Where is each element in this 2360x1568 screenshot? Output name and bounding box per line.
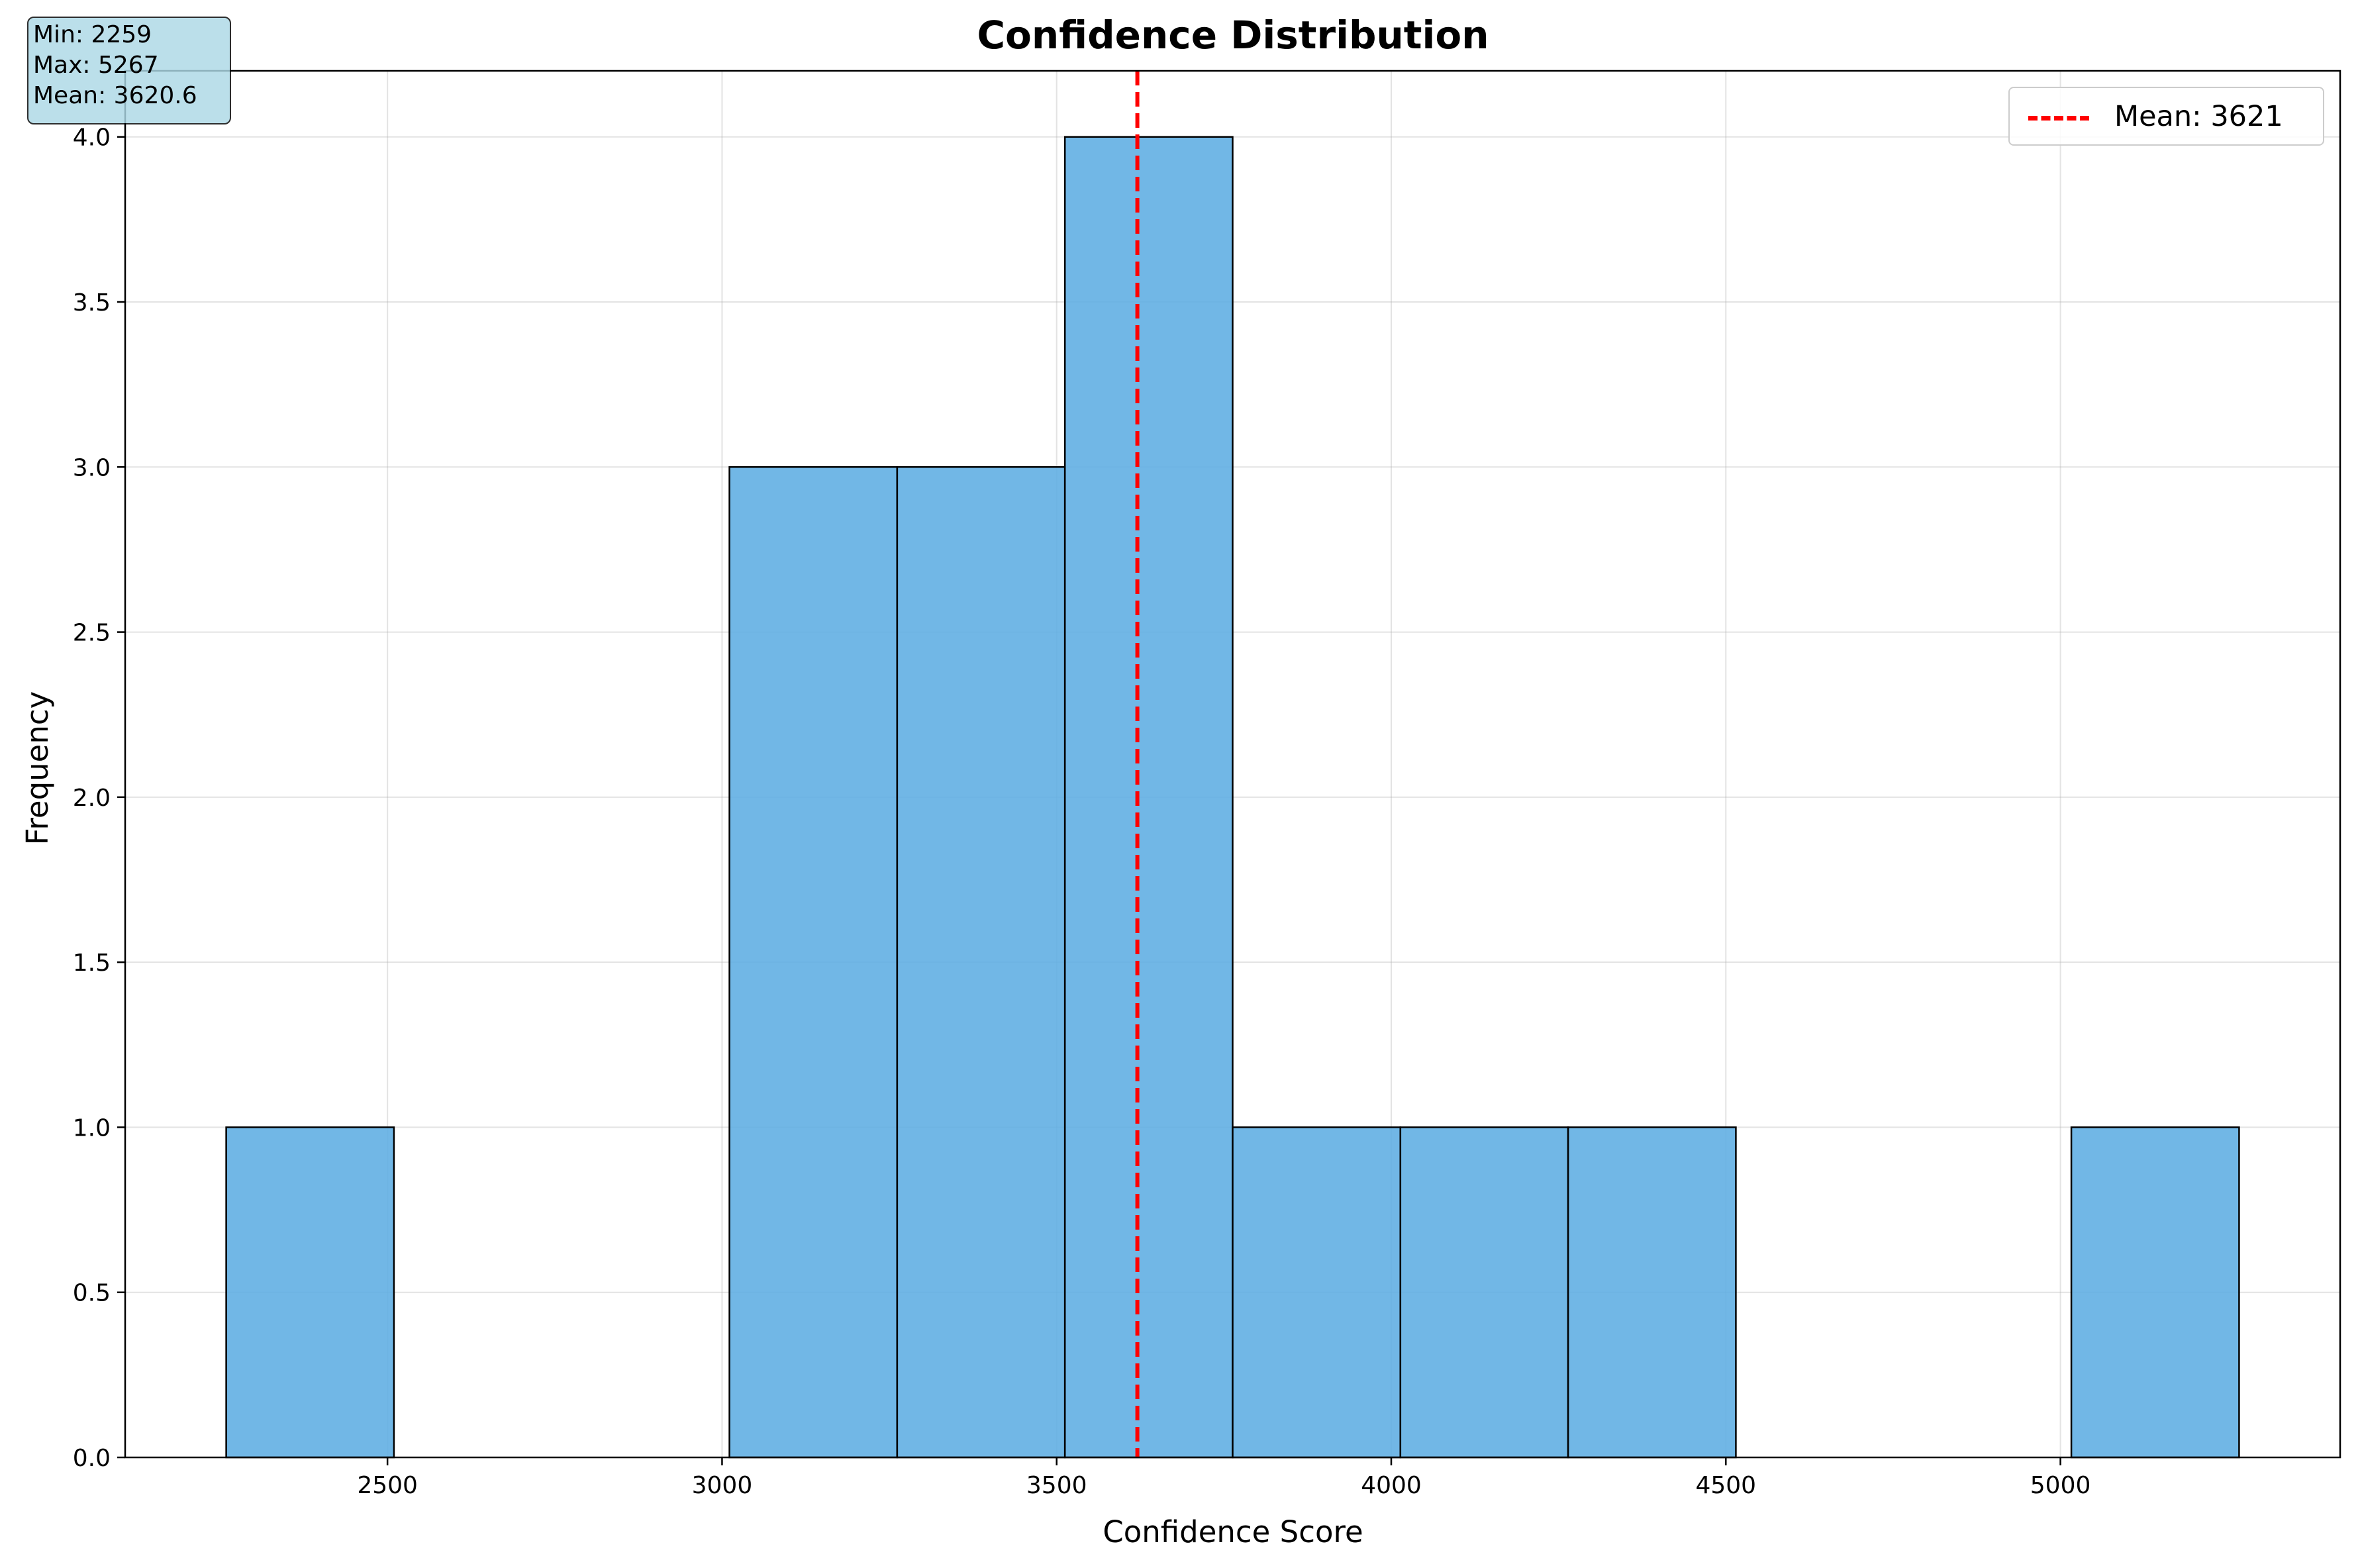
- histogram-bar-8: [1567, 1126, 1737, 1459]
- x-tick-label-4: 4500: [1695, 1472, 1756, 1499]
- y-tick-label-0: 0.0: [73, 1445, 111, 1472]
- legend: Mean: 3621: [2008, 87, 2324, 146]
- x-tick-label-3: 4000: [1361, 1472, 1422, 1499]
- legend-mean-line-swatch: [2028, 116, 2089, 121]
- plot-area-frame: [124, 70, 2341, 1459]
- y-tick-label-5: 2.5: [73, 620, 111, 647]
- x-tick-label-0: 2500: [357, 1472, 418, 1499]
- histogram-bar-6: [1232, 1126, 1402, 1459]
- y-tick-label-7: 3.5: [73, 289, 111, 317]
- y-axis-label: Frequency: [20, 691, 55, 845]
- legend-mean-label: Mean: 3621: [2114, 100, 2283, 133]
- x-axis-ticks: 2500 3000 3500 4000 4500 5000: [357, 1457, 2090, 1499]
- x-axis-label: Confidence Score: [1103, 1514, 1363, 1549]
- y-axis-ticks: 0.0 0.5 1.0 1.5 2.0 2.5 3.0 3.5 4.0: [73, 124, 125, 1472]
- histogram-bar-7: [1399, 1126, 1569, 1459]
- x-tick-label-2: 3500: [1026, 1472, 1087, 1499]
- x-tick-label-5: 5000: [2030, 1472, 2091, 1499]
- stats-box: [27, 17, 231, 124]
- chart-title: Confidence Distribution: [977, 13, 1489, 58]
- histogram-bar-3: [728, 466, 899, 1459]
- histogram-bar-5: [1063, 136, 1234, 1459]
- y-tick-label-1: 0.5: [73, 1280, 111, 1307]
- y-tick-label-8: 4.0: [73, 124, 111, 152]
- stats-max: Max: 5267: [33, 52, 159, 79]
- histogram-bars: [225, 136, 2240, 1459]
- y-tick-label-4: 2.0: [73, 785, 111, 812]
- y-tick-label-3: 1.5: [73, 950, 111, 977]
- stats-min: Min: 2259: [33, 21, 152, 48]
- histogram-bar-4: [896, 466, 1066, 1459]
- stats-text: Min: 2259 Max: 5267 Mean: 3620.6: [33, 20, 197, 111]
- stats-mean: Mean: 3620.6: [33, 82, 197, 109]
- y-tick-label-2: 1.0: [73, 1114, 111, 1142]
- histogram-bar-0: [225, 1126, 395, 1459]
- histogram-bar-11: [2070, 1126, 2240, 1459]
- x-tick-label-1: 3000: [692, 1472, 753, 1499]
- y-tick-label-6: 3.0: [73, 454, 111, 481]
